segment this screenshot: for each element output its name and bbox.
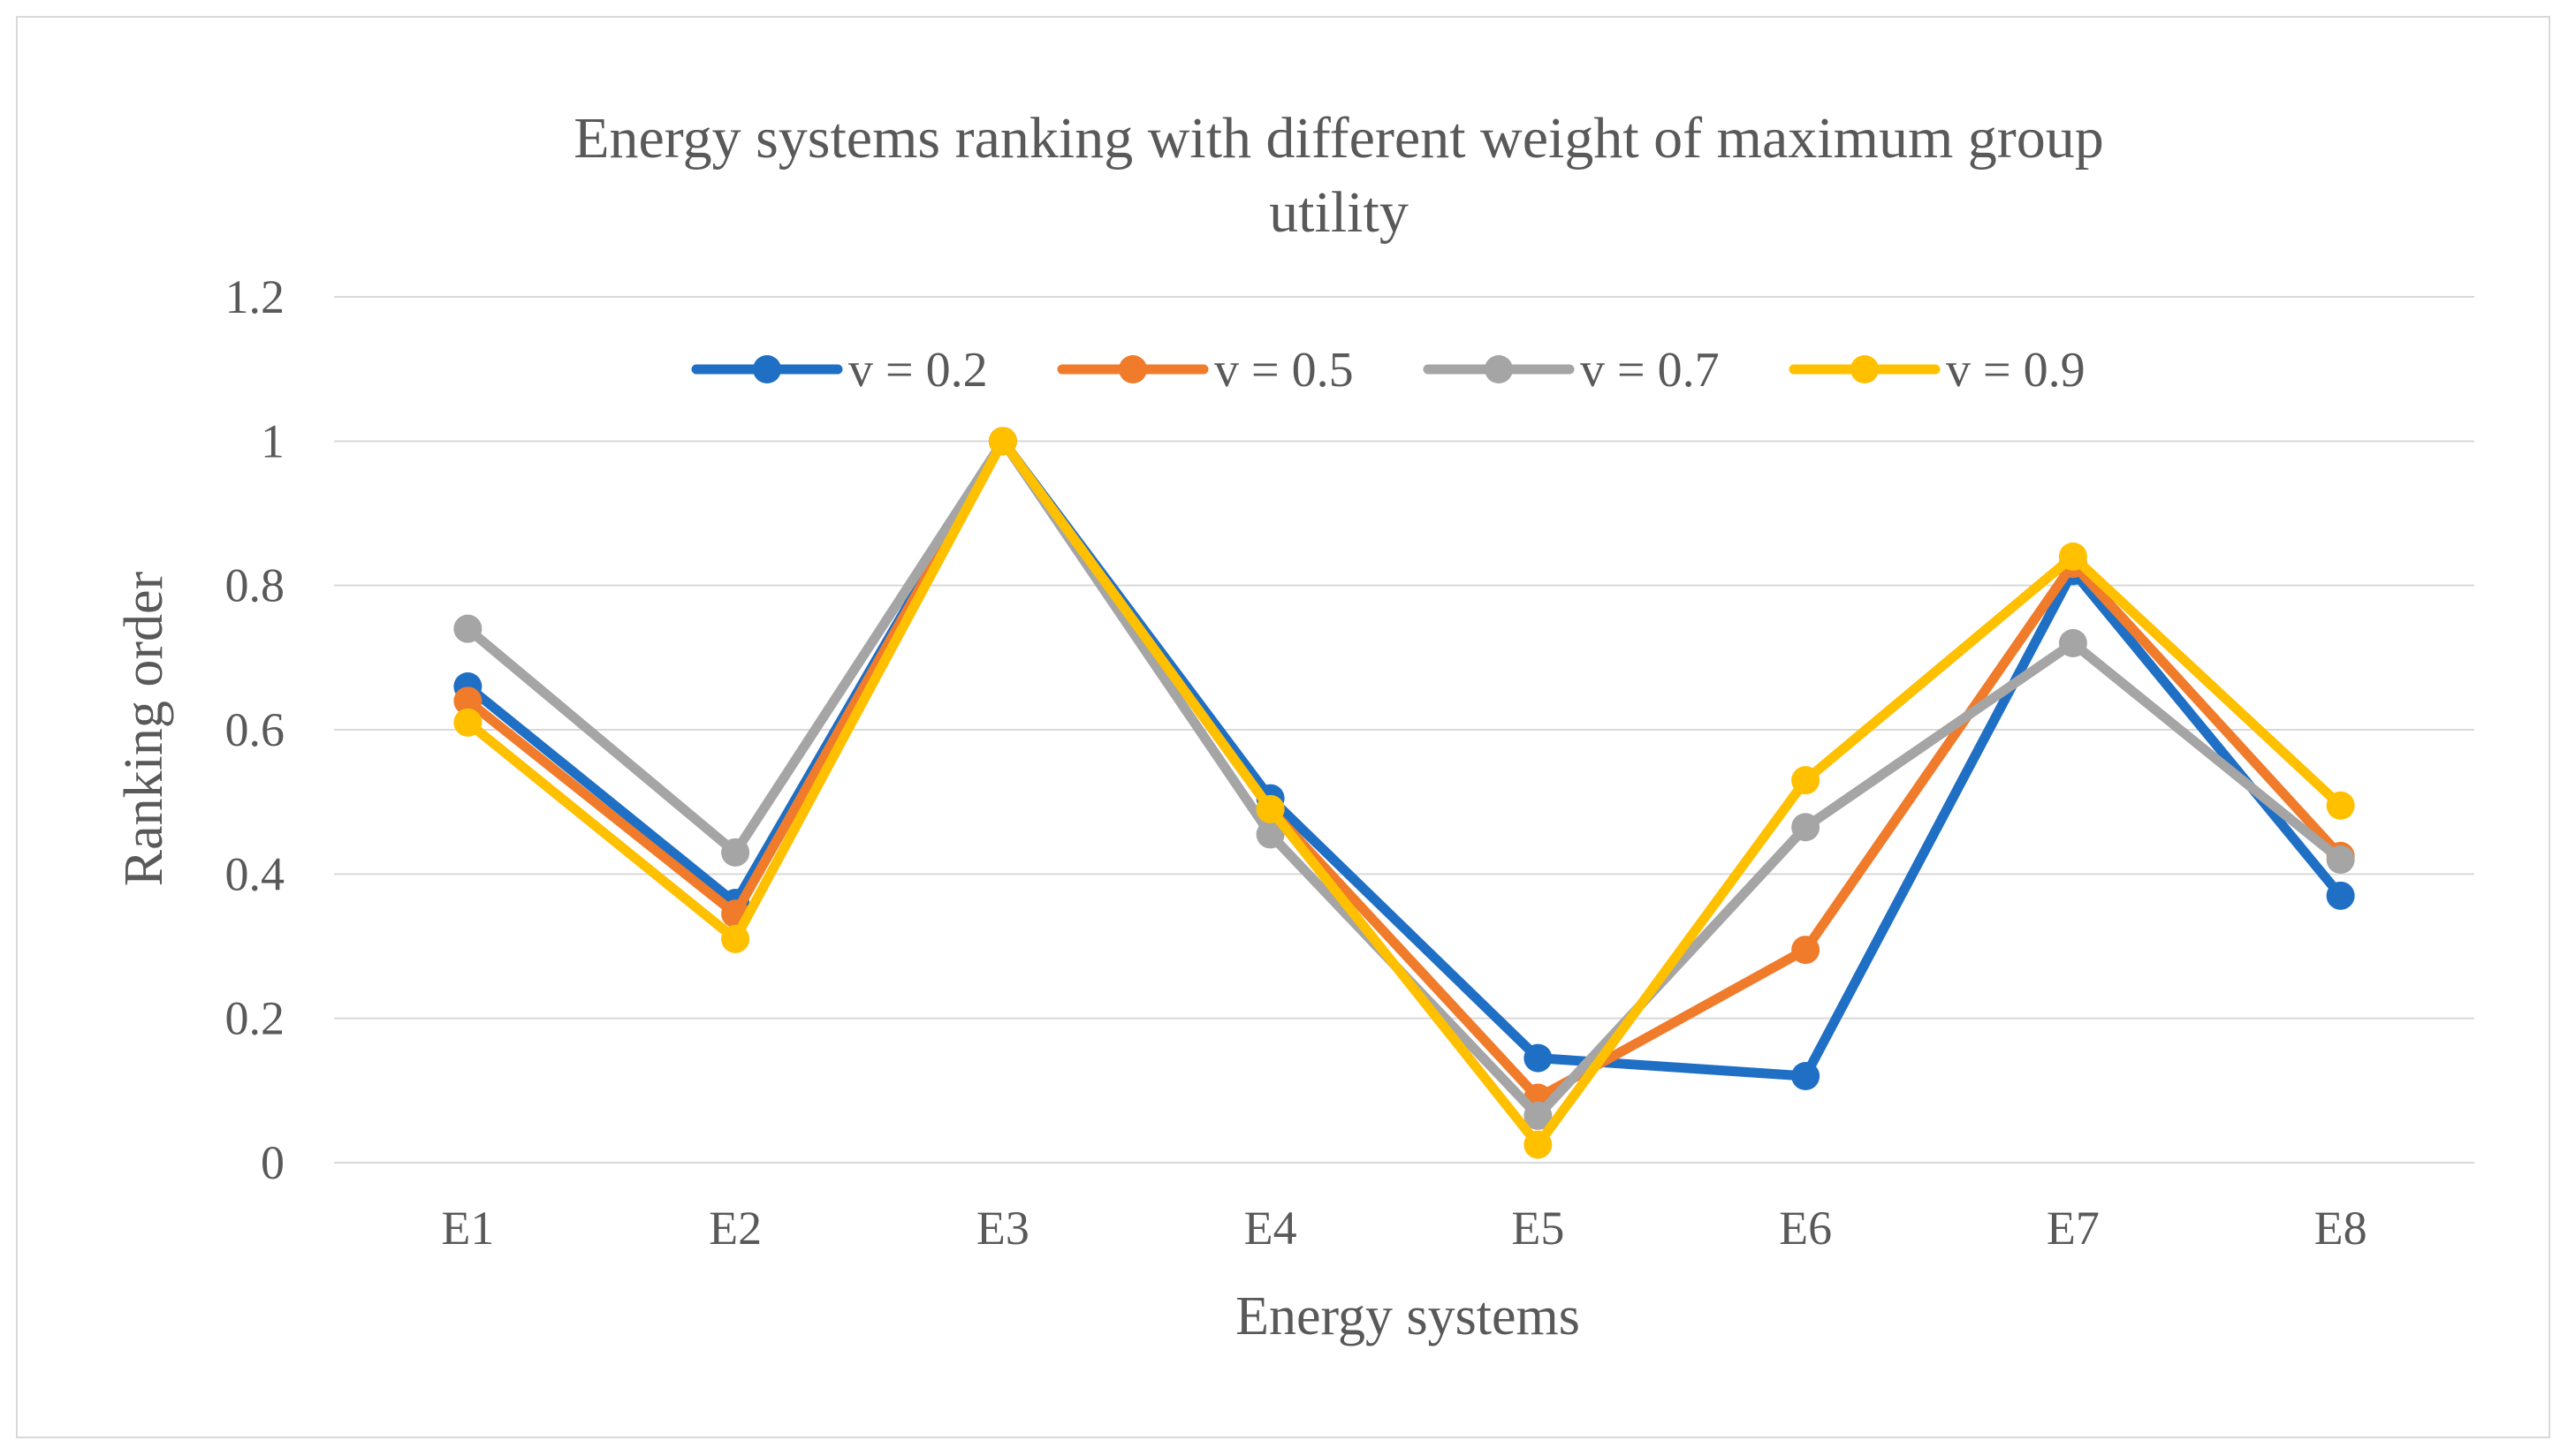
data-point (1256, 794, 1285, 823)
legend-label: v = 0.5 (1214, 343, 1354, 398)
legend-swatch-marker (1485, 355, 1513, 383)
data-point (453, 686, 482, 716)
legend-entry: v = 0.2 (691, 343, 988, 398)
series-2 (453, 427, 2355, 1112)
y-axis-tick-labels: 0 0.2 0.4 0.6 0.8 1 1.2 (225, 270, 285, 1189)
data-point (1791, 813, 1820, 842)
data-point (2326, 881, 2355, 910)
x-axis-title: Energy systems (1235, 1286, 1580, 1346)
x-tick-label: E5 (1511, 1202, 1564, 1255)
series-3 (453, 427, 2355, 1130)
x-tick-label: E7 (2047, 1202, 2100, 1255)
gridlines (334, 296, 2474, 1164)
x-tick-label: E8 (2314, 1202, 2367, 1255)
y-tick-label: 0.4 (225, 847, 285, 900)
legend: v = 0.2 v = 0.5 v = 0.7 v = 0.9 (691, 343, 2086, 398)
data-point (1523, 1130, 1553, 1159)
legend-swatch-marker (1850, 355, 1879, 383)
x-tick-label: E3 (976, 1202, 1029, 1255)
chart-title: Energy systems ranking with different we… (574, 106, 2104, 245)
chart-title-line-2: utility (1269, 180, 1409, 245)
series-line (462, 436, 2346, 1121)
y-tick-label: 1 (261, 414, 285, 467)
data-point (1256, 820, 1285, 849)
x-axis-tick-labels: E1 E2 E3 E4 E5 E6 E7 E8 (441, 1202, 2367, 1255)
data-point (453, 614, 482, 643)
legend-label: v = 0.9 (1946, 343, 2086, 398)
y-tick-label: 0.6 (225, 703, 285, 756)
data-point (1523, 1043, 1553, 1073)
data-point (2326, 846, 2355, 874)
series-4 (453, 427, 2355, 1159)
data-point (721, 924, 750, 953)
series-line (462, 436, 2346, 1103)
series-group (453, 427, 2355, 1159)
data-point (2058, 542, 2087, 571)
data-point (721, 838, 750, 867)
data-point (2058, 629, 2087, 657)
series-1 (453, 427, 2355, 1090)
legend-label: v = 0.7 (1580, 343, 1720, 398)
data-point (1791, 936, 1820, 965)
data-point (1791, 1062, 1820, 1090)
legend-swatch-marker (1119, 355, 1147, 383)
legend-entry: v = 0.5 (1057, 343, 1354, 398)
legend-entry: v = 0.9 (1789, 343, 2086, 398)
legend-swatch-marker (753, 355, 781, 383)
x-tick-label: E1 (441, 1202, 494, 1255)
y-tick-label: 1.2 (225, 270, 285, 323)
x-tick-label: E6 (1779, 1202, 1832, 1255)
chart-frame (16, 16, 2550, 1438)
legend-label: v = 0.2 (848, 343, 988, 398)
y-tick-label: 0.8 (225, 559, 285, 612)
y-axis-title: Ranking order (114, 571, 174, 886)
data-point (453, 708, 482, 737)
chart-title-line-1: Energy systems ranking with different we… (574, 106, 2104, 171)
data-point (988, 427, 1017, 456)
y-tick-label: 0.2 (225, 992, 285, 1045)
x-tick-label: E4 (1244, 1202, 1297, 1255)
y-tick-label: 0 (261, 1136, 285, 1189)
data-point (2326, 791, 2355, 820)
data-point (1791, 766, 1820, 795)
data-point (1523, 1101, 1553, 1130)
series-line (462, 436, 2346, 1150)
x-tick-label: E2 (709, 1202, 762, 1255)
legend-entry: v = 0.7 (1423, 343, 1720, 398)
